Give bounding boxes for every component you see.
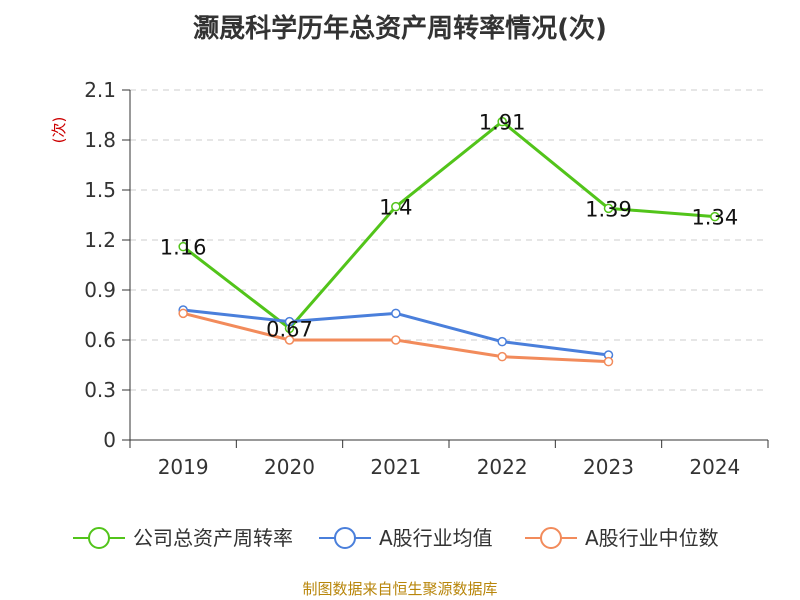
legend: 公司总资产周转率 A股行业均值 A股行业中位数 — [73, 526, 719, 550]
y-tick-label: 1.8 — [84, 128, 116, 152]
y-tick-label: 2.1 — [84, 78, 116, 102]
x-tick-label: 2020 — [264, 455, 315, 479]
y-tick-label: 1.2 — [84, 228, 116, 252]
x-tick-label: 2019 — [158, 455, 209, 479]
legend-label: A股行业均值 — [379, 526, 493, 550]
data-label: 1.39 — [585, 197, 632, 221]
data-label: 1.91 — [479, 111, 526, 135]
data-point — [710, 211, 720, 222]
data-label: 1.16 — [160, 236, 207, 260]
data-point — [391, 335, 401, 345]
x-tick-label: 2023 — [583, 455, 634, 479]
series-points — [178, 116, 720, 367]
data-labels: 1.16 0.67 1.4 1.91 1.39 1.34 — [160, 111, 738, 342]
legend-item-0: 公司总资产周转率 — [73, 526, 293, 550]
legend-label: A股行业中位数 — [585, 526, 719, 550]
y-tick-label: 0.9 — [84, 278, 116, 302]
x-tick-label: 2022 — [477, 455, 528, 479]
data-point — [178, 308, 188, 319]
legend-marker — [334, 527, 356, 549]
data-point — [497, 116, 507, 127]
data-point — [391, 308, 401, 319]
data-point — [391, 201, 401, 212]
chart-title: 灏晟科学历年总资产周转率情况(次) — [193, 14, 607, 44]
data-label: 1.34 — [691, 206, 738, 230]
data-label: 0.67 — [266, 317, 313, 341]
data-point — [284, 316, 295, 327]
legend-marker — [88, 527, 110, 549]
data-point — [497, 336, 507, 347]
data-point — [497, 351, 507, 362]
x-tick-label: 2021 — [370, 455, 421, 479]
y-tick-label: 1.5 — [84, 178, 116, 202]
data-point — [603, 356, 614, 367]
legend-marker — [540, 527, 562, 549]
data-point — [284, 335, 295, 345]
series-lines — [182, 120, 715, 364]
data-point — [178, 241, 188, 252]
y-tick-label: 0 — [103, 428, 116, 452]
source-note: 制图数据来自恒生聚源数据库 — [302, 580, 498, 598]
data-label: 1.4 — [379, 196, 412, 220]
data-point — [603, 203, 614, 214]
y-axis-label: (次) — [50, 117, 68, 144]
legend-label: 公司总资产周转率 — [133, 526, 293, 550]
grid-lines — [130, 89, 768, 391]
y-tick-label: 0.6 — [84, 328, 116, 352]
legend-item-2: A股行业中位数 — [525, 526, 719, 550]
series-line-0 — [182, 120, 715, 330]
x-tick-label: 2024 — [689, 455, 740, 479]
y-tick-label: 0.3 — [84, 378, 116, 402]
legend-item-1: A股行业均值 — [319, 526, 493, 550]
axes: 0 0.3 0.6 0.9 1.2 1.5 1.8 2.1 2019 2020 2021 2022 20… — [50, 78, 769, 479]
